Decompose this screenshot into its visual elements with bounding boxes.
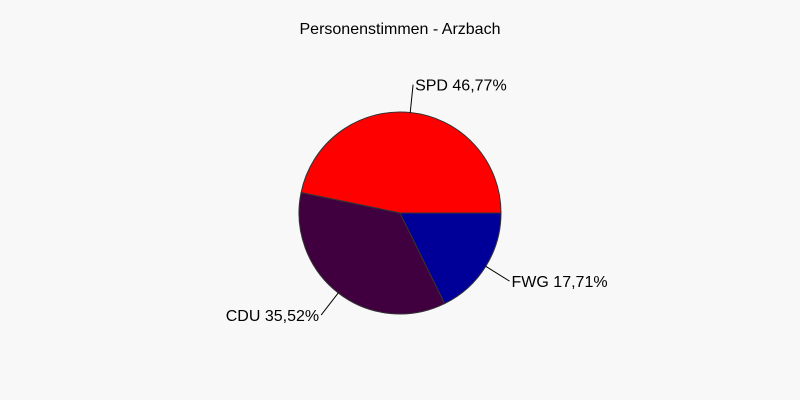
- slice-label-1: SPD 46,77%: [415, 78, 507, 95]
- pie-slices: [298, 111, 502, 315]
- slice-label-3: FWG 17,71%: [512, 274, 608, 291]
- pie-labels: SPD 46,77% CDU 35,52% FWG 17,71%: [226, 78, 608, 325]
- pie-slice-3: [399, 212, 502, 305]
- leader-line-1: [409, 84, 414, 113]
- slice-label-2: CDU 35,52%: [226, 308, 319, 325]
- pie-slice-2: [298, 192, 446, 315]
- pie-slice-1: [300, 111, 502, 214]
- leader-line-3: [485, 265, 510, 282]
- chart-title: Personenstimmen - Arzbach: [300, 21, 501, 38]
- leader-line-2: [320, 292, 339, 316]
